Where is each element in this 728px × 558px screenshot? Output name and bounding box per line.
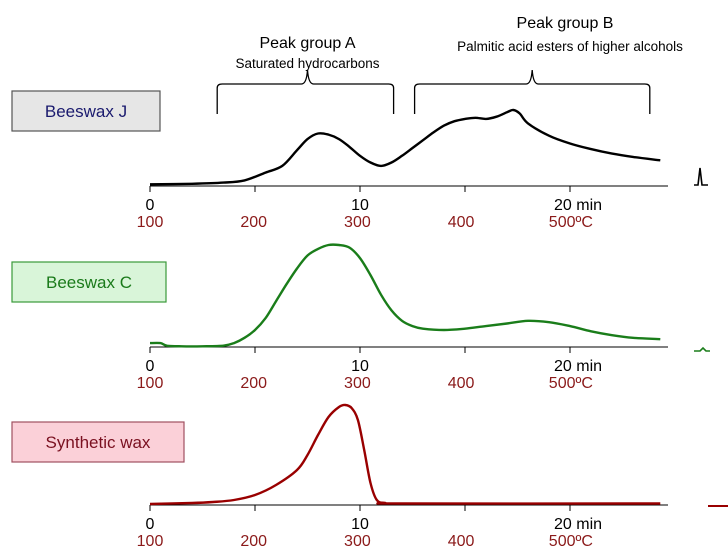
series-label-box xyxy=(11,90,161,132)
time-tick-label: 20 min xyxy=(554,197,602,214)
time-tick-label: 10 xyxy=(351,358,369,375)
panel-1: Beeswax J 0 10 20 min 100 200 300 400 500ºC xyxy=(11,90,708,231)
temp-tick-label: 500ºC xyxy=(549,214,593,231)
series-label: Beeswax J xyxy=(45,102,127,121)
time-tick-label: 0 xyxy=(146,516,155,533)
time-tick-label: 10 xyxy=(351,197,369,214)
series-label: Synthetic wax xyxy=(46,433,151,452)
temp-tick-label: 500ºC xyxy=(549,533,593,550)
series-line xyxy=(149,403,661,506)
bracket xyxy=(216,69,395,114)
time-tick-label: 0 xyxy=(146,197,155,214)
series-label: Beeswax C xyxy=(46,273,132,292)
temp-tick-label: 200 xyxy=(240,375,267,392)
series-label-box xyxy=(11,261,167,303)
annotation-subtitle: Saturated hydrocarbons xyxy=(235,56,379,71)
temp-tick-label: 300 xyxy=(344,375,371,392)
temp-tick-label: 100 xyxy=(137,214,164,231)
series-line xyxy=(149,108,661,186)
temp-tick-label: 400 xyxy=(448,533,475,550)
temp-tick-label: 300 xyxy=(344,214,371,231)
peak-annotation-1: Peak group A Saturated hydrocarbons xyxy=(216,35,395,114)
temp-tick-label: 400 xyxy=(448,214,475,231)
time-tick-label: 20 min xyxy=(554,516,602,533)
temp-tick-label: 200 xyxy=(240,214,267,231)
annotation-subtitle: Palmitic acid esters of higher alcohols xyxy=(457,39,683,54)
temp-tick-label: 500ºC xyxy=(549,375,593,392)
series-line xyxy=(149,243,661,348)
annotation-title: Peak group B xyxy=(517,15,614,32)
series-label-box xyxy=(11,421,185,463)
time-tick-label: 0 xyxy=(146,358,155,375)
peak-annotation-2: Peak group B Palmitic acid esters of high… xyxy=(413,15,683,114)
time-tick-label: 10 xyxy=(351,516,369,533)
temp-tick-label: 300 xyxy=(344,533,371,550)
temp-tick-label: 400 xyxy=(448,375,475,392)
time-tick-label: 20 min xyxy=(554,358,602,375)
panel-3: Synthetic wax 0 10 20 min 100 200 300 400 500ºC xyxy=(11,403,728,550)
bracket xyxy=(413,69,651,114)
series-marker xyxy=(694,346,710,352)
annotation-title: Peak group A xyxy=(259,35,355,52)
temp-tick-label: 100 xyxy=(137,375,164,392)
series-marker xyxy=(694,167,708,186)
temp-tick-label: 100 xyxy=(137,533,164,550)
temp-tick-label: 200 xyxy=(240,533,267,550)
panel-2: Beeswax C 0 10 20 min 100 200 300 400 500ºC xyxy=(11,243,710,392)
